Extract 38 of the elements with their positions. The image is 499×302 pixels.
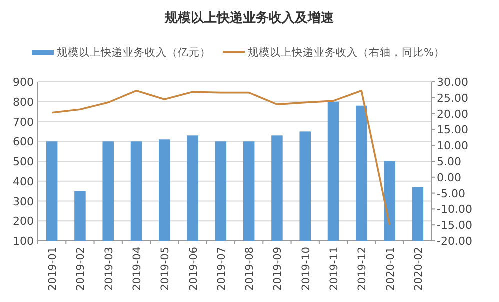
y2-tick-label: 30.00 [437,76,468,89]
x-tick-label: 2020-01 [384,247,397,291]
y-tick-label: 700 [13,116,34,129]
x-tick-label: 2019-04 [132,246,144,291]
y-tick-label: 600 [13,136,34,149]
y2-tick-label: 25.00 [437,92,468,105]
legend-label: 规模以上快递业务收入（亿元） [57,46,211,59]
y-tick-label: 900 [13,76,34,89]
y-tick-label: 800 [13,96,34,109]
x-tick-label: 2020-02 [412,247,425,291]
x-tick-label: 2019-10 [300,247,312,291]
y2-tick-label: 5.00 [437,156,462,168]
x-tick-label: 2019-03 [103,247,116,291]
y2-tick-label: -15.00 [437,219,472,232]
y2-tick-label: 15.00 [437,124,468,137]
x-tick-label: 2019-05 [160,247,172,291]
y2-tick-label: 0.00 [437,171,462,184]
x-tick-label: 2019-11 [328,247,340,291]
y-tick-label: 300 [13,195,34,208]
x-tick-label: 2019-08 [244,247,256,291]
line-series [51,90,391,226]
x-tick-label: 2019-06 [188,246,200,291]
y2-tick-label: 20.00 [437,108,468,121]
legend-label: 规模以上快递业务收入（右轴，同比%） [248,46,445,59]
x-tick-label: 2019-12 [356,247,369,291]
y2-tick-label: -5.00 [437,187,466,200]
y2-tick-label: -10.00 [437,203,472,216]
y2-tick-label: 10.00 [437,140,468,153]
y-tick-label: 400 [13,175,34,188]
y-tick-label: 500 [13,156,34,168]
y-tick-label: 100 [13,235,34,248]
chart-title: 规模以上快递业务收入及增速 [164,10,335,26]
x-tick-label: 2019-01 [47,247,60,291]
x-tick-label: 2019-09 [272,247,284,291]
x-tick-label: 2019-02 [75,247,88,291]
y2-tick-label: -20.00 [437,235,472,248]
y-tick-label: 200 [13,215,34,228]
x-tick-label: 2019-07 [216,247,228,291]
